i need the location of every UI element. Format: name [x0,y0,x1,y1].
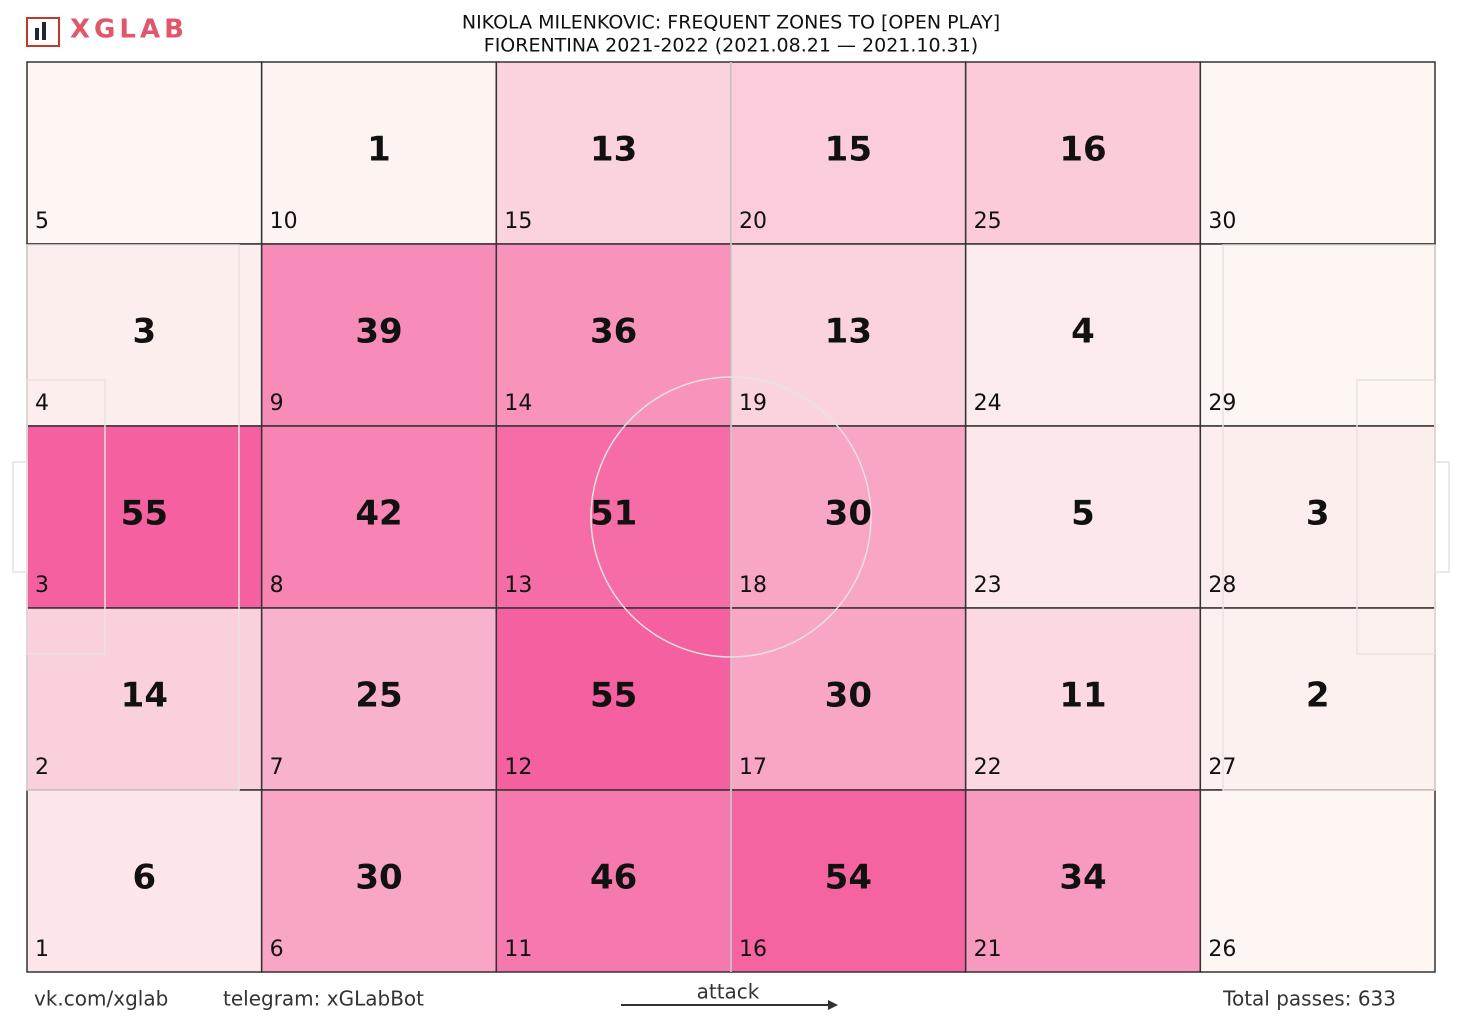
heatmap [26,61,1436,973]
value-label: 55 [121,494,168,534]
zone-label: 11 [504,937,532,962]
value-label: 2 [1306,676,1330,716]
value-label: 34 [1059,858,1106,898]
value-label: 46 [590,858,637,898]
chart-subtitle: FIORENTINA 2021-2022 (2021.08.21 — 2021.… [484,35,978,57]
zone-label: 22 [974,755,1002,780]
zone-label: 14 [504,391,532,416]
zone-label: 18 [739,573,767,598]
cell [495,789,732,973]
cell [26,61,263,245]
zone-label: 8 [270,573,284,598]
zone-label: 16 [739,937,767,962]
pitch-lines [12,62,1450,972]
logo-box [26,17,60,47]
zone-label: 7 [270,755,284,780]
cell [730,607,967,791]
zone-label: 17 [739,755,767,780]
cell [495,61,732,245]
zone-label: 23 [974,573,1002,598]
value-label: 30 [355,858,402,898]
value-label: 51 [590,494,637,534]
cell [964,607,1202,791]
zone-label: 3 [35,573,49,598]
cell [1199,607,1436,791]
zone-label: 20 [739,209,767,234]
value-label: 36 [590,312,637,352]
value-label: 14 [121,676,168,716]
cell [260,61,498,245]
value-label: 5 [1071,494,1095,534]
arrow-head [828,1000,838,1010]
cell [26,789,263,973]
cell [964,425,1202,609]
footer-telegram: telegram: xGLabBot [223,987,424,1011]
cell [260,425,498,609]
value-label: 13 [590,130,637,170]
value-label: 15 [825,130,872,170]
value-label: 42 [355,494,402,534]
value-label: 55 [590,676,637,716]
zone-label: 9 [270,391,284,416]
zone-label: 12 [504,755,532,780]
cell [495,607,732,791]
zone-label: 25 [974,209,1002,234]
cell [260,243,498,427]
value-label: 3 [1306,494,1330,534]
cell [495,425,732,609]
footer-link: vk.com/xglab [34,987,168,1011]
zone-label: 19 [739,391,767,416]
value-label: 1 [367,130,391,170]
value-label: 39 [355,312,402,352]
value-label: 30 [825,494,872,534]
cell [730,425,967,609]
zone-label: 6 [270,937,284,962]
zone-label: 15 [504,209,532,234]
value-label: 6 [132,858,156,898]
value-label: 3 [132,312,156,352]
cell [1199,425,1436,609]
brand: XGLAB [70,15,188,45]
cell [1199,789,1436,973]
zone-label: 30 [1208,209,1236,234]
cell [730,243,967,427]
zone-label: 10 [270,209,298,234]
zone-label: 29 [1208,391,1236,416]
cell [260,789,498,973]
zone-label: 1 [35,937,49,962]
zone-label: 26 [1208,937,1236,962]
cell [495,243,732,427]
cell [1199,61,1436,245]
zone-label: 27 [1208,755,1236,780]
logo-bar [42,22,46,40]
value-label: 13 [825,312,872,352]
cell [1199,243,1436,427]
zone-label: 13 [504,573,532,598]
cell [964,789,1202,973]
value-label: 30 [825,676,872,716]
total-passes: Total passes: 633 [1222,987,1396,1011]
logo-bar [35,28,39,40]
cell [260,607,498,791]
zone-label: 24 [974,391,1002,416]
cell [730,789,967,973]
zone-label: 5 [35,209,49,234]
direction-label: attack [697,980,760,1004]
zone-label: 21 [974,937,1002,962]
value-label: 54 [825,858,872,898]
value-label: 4 [1071,312,1095,352]
zone-label: 4 [35,391,49,416]
cell [26,425,263,609]
value-label: 25 [355,676,402,716]
zone-label: 28 [1208,573,1236,598]
zone-label: 2 [35,755,49,780]
chart-title: NIKOLA MILENKOVIC: FREQUENT ZONES TO [OP… [462,12,1000,34]
value-label: 11 [1059,676,1106,716]
cell [964,243,1202,427]
value-label: 16 [1059,130,1106,170]
